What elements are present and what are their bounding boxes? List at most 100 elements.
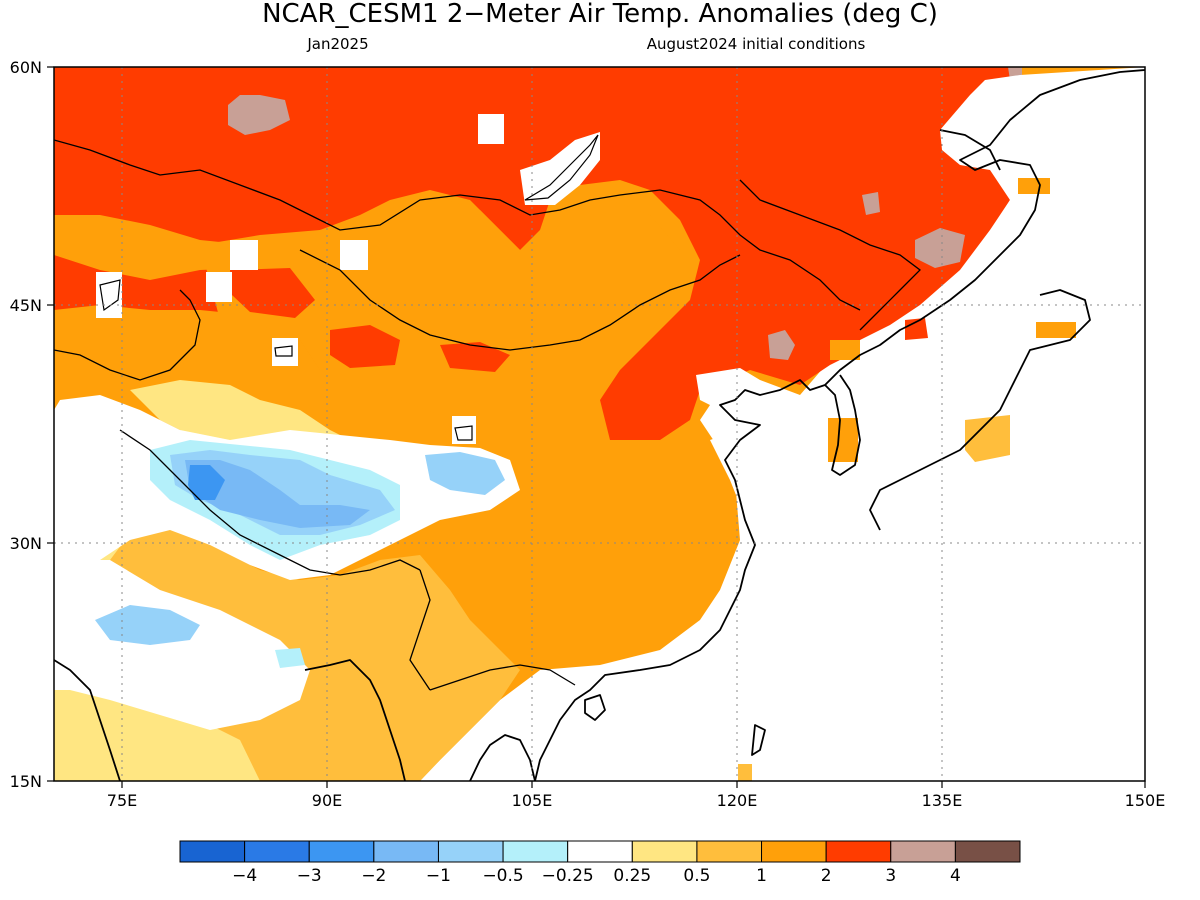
colorbar-swatch xyxy=(308,840,375,863)
lon-tick-label: 105E xyxy=(512,791,553,810)
anomaly-region-neutral-india xyxy=(54,560,310,730)
anomaly-region-0.5-1-japan-top xyxy=(965,415,1010,462)
border-india-myanmar xyxy=(409,569,431,691)
lat-tick-label: 30N xyxy=(10,534,42,553)
colorbar-label: 1 xyxy=(756,866,767,886)
map-panel xyxy=(54,67,1145,781)
anomaly-region-2-3-center-b xyxy=(440,342,510,372)
anomaly-region-3-4-a xyxy=(228,95,290,135)
lat-tick-labels: 60N 45N 30N 15N xyxy=(10,58,42,791)
missing-data-block-7 xyxy=(452,416,476,444)
colorbar-label: 4 xyxy=(950,866,961,886)
anomaly-region-1-2-korea-top xyxy=(828,418,858,462)
lake-qinghai xyxy=(454,425,473,441)
colorbar-swatch xyxy=(761,840,827,863)
colorbar-labels: −4 −3 −2 −1 −0.5 −0.25 0.25 0.5 1 2 3 4 xyxy=(232,866,961,886)
anomaly-region-3-4-b xyxy=(915,228,965,268)
anomaly-region-minus0.5-east xyxy=(425,452,505,495)
anomaly-region-0.5-1-taiwan-top xyxy=(738,764,752,781)
map-title: NCAR_CESM1 2−Meter Air Temp. Anomalies (… xyxy=(262,0,938,29)
coastline-korea xyxy=(824,374,861,476)
colorbar-label: −0.25 xyxy=(542,866,594,886)
colorbar xyxy=(179,840,1021,863)
lon-tick-label: 135E xyxy=(922,791,963,810)
border-mongolia-china xyxy=(299,249,741,351)
border-russia-kazakhstan xyxy=(54,139,861,311)
grid xyxy=(54,67,1145,781)
colorbar-label: −2 xyxy=(361,866,386,886)
colorbar-swatch xyxy=(696,840,763,863)
map-subtitle-right: August2024 initial conditions xyxy=(647,35,866,53)
anomaly-region-1-2-core xyxy=(200,198,680,440)
lake-baikal xyxy=(524,134,599,201)
missing-data-block-1 xyxy=(96,272,122,318)
colorbar-swatch xyxy=(631,840,698,863)
missing-data-block-8 xyxy=(696,368,770,410)
coastline-india-west xyxy=(54,659,121,781)
colorbar-label: −4 xyxy=(232,866,257,886)
anomaly-region-minus2 xyxy=(188,465,225,500)
coastline-taiwan xyxy=(751,724,766,756)
lon-tick-label: 150E xyxy=(1125,791,1166,810)
colorbar-swatch xyxy=(890,840,956,863)
colorbar-swatch xyxy=(373,840,439,863)
missing-data-block-5 xyxy=(272,338,298,366)
lake-issyk xyxy=(274,345,293,357)
inland-water-outlines xyxy=(99,134,599,441)
border-himalaya xyxy=(119,429,421,576)
coastline-okhotsk xyxy=(939,129,1001,171)
border-china-russia-ne xyxy=(739,179,921,331)
lat-tick-label: 45N xyxy=(10,296,42,315)
anomaly-region-minus1 xyxy=(185,460,370,528)
coastlines xyxy=(54,69,1145,781)
anomaly-region-1-2-sakhalin-top xyxy=(1018,178,1050,194)
missing-data-block-9 xyxy=(700,67,1145,781)
coastline-hainan xyxy=(584,694,606,721)
coastline-japan xyxy=(869,289,1091,531)
anomaly-region-3-4-d xyxy=(768,330,795,360)
lat-tick-label: 60N xyxy=(10,58,42,77)
colorbar-swatch xyxy=(244,840,310,863)
colorbar-label: 0.5 xyxy=(683,866,710,886)
axis-ticks xyxy=(47,66,1146,788)
anomaly-region-0.25-0.5-south xyxy=(54,680,260,781)
missing-data-block-6 xyxy=(478,114,504,144)
colorbar-swatch xyxy=(437,840,504,863)
missing-data-block-2 xyxy=(206,272,232,302)
lon-tick-label: 120E xyxy=(717,791,758,810)
anomaly-region-3-4-c xyxy=(862,192,880,215)
colorbar-label: −0.5 xyxy=(482,866,523,886)
colorbar-swatch xyxy=(179,840,246,863)
anomaly-region-2-3-center-a xyxy=(330,325,400,368)
lake-balkhash xyxy=(99,279,121,312)
anomaly-region-minus0.5-india xyxy=(95,605,200,645)
colorbar-label: −1 xyxy=(426,866,451,886)
missing-data-block-baikal xyxy=(520,132,600,205)
anomaly-region-minus0.25-india2 xyxy=(275,648,305,668)
colorbar-swatch xyxy=(954,840,1021,863)
country-borders xyxy=(54,139,921,691)
lat-tick-label: 15N xyxy=(10,772,42,791)
missing-data-block-4 xyxy=(340,240,368,270)
missing-data-block-3 xyxy=(230,240,258,270)
colorbar-label: 0.25 xyxy=(613,866,651,886)
colorbar-label: 2 xyxy=(821,866,832,886)
map-subtitle-left: Jan2025 xyxy=(306,35,368,53)
map-frame xyxy=(53,66,1146,782)
coastline-east-asia xyxy=(534,69,1145,781)
colorbar-label: −3 xyxy=(297,866,322,886)
colorbar-swatch xyxy=(502,840,569,863)
lon-tick-label: 90E xyxy=(312,791,342,810)
colorbar-swatch xyxy=(567,840,633,863)
lon-tick-labels: 75E 90E 105E 120E 135E 150E xyxy=(107,791,1166,810)
border-china-indochina xyxy=(429,664,576,691)
coastline-india-east xyxy=(304,659,406,781)
lon-tick-label: 75E xyxy=(107,791,137,810)
border-central-asia xyxy=(54,289,201,381)
anomaly-region-1-2-korea-north xyxy=(830,340,860,360)
colorbar-label: 3 xyxy=(885,866,896,886)
colorbar-swatch xyxy=(825,840,892,863)
anomaly-region-1-2-hokkaido-top xyxy=(1036,322,1076,338)
anomaly-region-1-2-northeast-top xyxy=(905,318,928,340)
